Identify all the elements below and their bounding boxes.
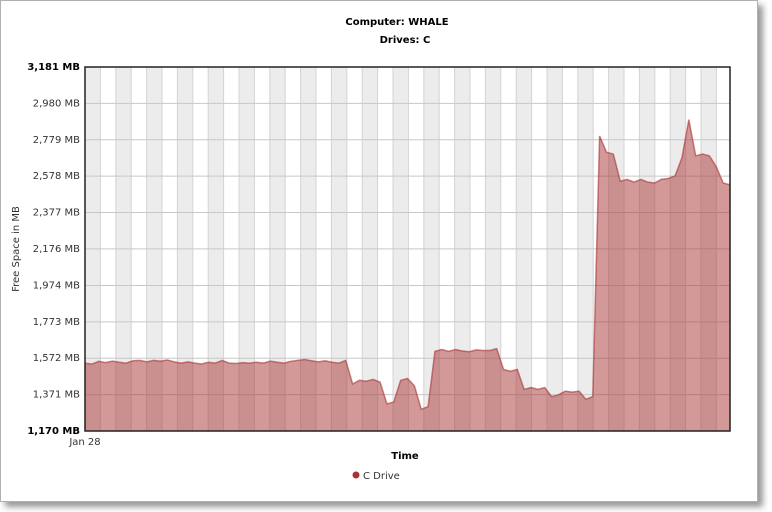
plot-border [84, 66, 731, 432]
y-axis-label: Free Space in MB [11, 206, 22, 292]
y-tick-label: 1,170 MB [27, 426, 80, 437]
line [84, 119, 731, 411]
y-tick-label: 2,377 MB [33, 208, 80, 219]
y-tick-label: 1,572 MB [33, 353, 80, 364]
y-tick-label: 1,371 MB [33, 390, 80, 401]
area [85, 119, 730, 431]
x-tick-label: Jan 28 [68, 437, 100, 448]
chart-subtitle: Drives: C [380, 35, 431, 46]
y-tick-label: 2,980 MB [33, 98, 80, 109]
legend-label: C Drive [363, 471, 400, 482]
y-tick-label: 1,974 MB [33, 280, 80, 291]
y-tick-label: 2,578 MB [33, 171, 80, 182]
y-tick-label: 1,773 MB [33, 317, 80, 328]
legend-marker [352, 471, 360, 479]
y-tick-label: 2,779 MB [33, 135, 80, 146]
y-tick-label: 2,176 MB [33, 244, 80, 255]
y-tick-label: 3,181 MB [27, 62, 80, 73]
chart-title: Computer: WHALE [345, 17, 448, 28]
x-axis-label: Time [391, 451, 419, 462]
